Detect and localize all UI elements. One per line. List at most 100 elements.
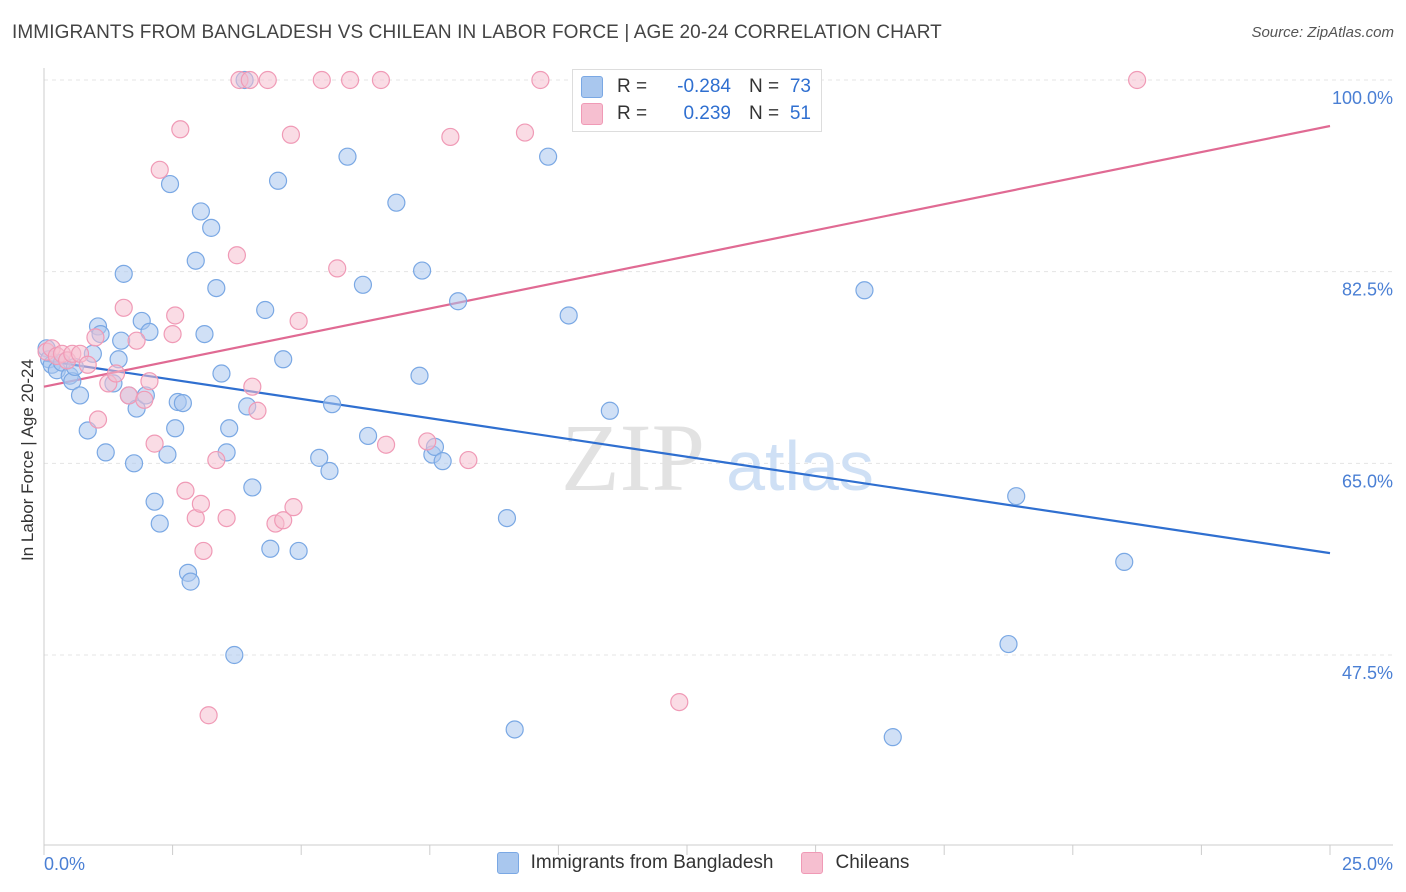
data-points xyxy=(37,70,1147,747)
legend-swatch-pink xyxy=(581,103,603,125)
point-bangladesh-25 xyxy=(158,445,177,464)
point-chileans-11 xyxy=(106,364,126,383)
point-bangladesh-45 xyxy=(261,539,280,558)
point-chileans-49 xyxy=(531,70,550,90)
x-tick-label-1: 25.0% xyxy=(1342,854,1393,874)
point-bangladesh-26 xyxy=(160,174,180,194)
trend-line-chileans xyxy=(43,124,1331,388)
legend-item-bangladesh: Immigrants from Bangladesh xyxy=(496,852,774,874)
point-bangladesh-51 xyxy=(322,395,342,414)
legend-swatch-blue xyxy=(581,76,603,98)
point-chileans-24 xyxy=(191,494,210,513)
legend-n-value-blue: 73 xyxy=(789,76,811,97)
point-chileans-12 xyxy=(114,298,133,317)
point-chileans-17 xyxy=(145,434,164,453)
point-bangladesh-64 xyxy=(539,147,558,166)
point-bangladesh-27 xyxy=(166,419,185,438)
point-chileans-15 xyxy=(135,390,154,409)
point-bangladesh-15 xyxy=(112,331,131,350)
grid-lines xyxy=(44,79,1393,656)
point-chileans-7 xyxy=(78,355,97,374)
legend-swatch-bangladesh xyxy=(496,852,519,874)
point-bangladesh-23 xyxy=(145,492,164,511)
y-tick-label-1: 65.0% xyxy=(1342,471,1393,491)
series-legend: Immigrants from Bangladesh Chileans xyxy=(0,852,1406,874)
y-tick-label-0: 47.5% xyxy=(1342,663,1393,683)
point-chileans-51 xyxy=(1127,70,1147,90)
legend-r-value-blue: -0.284 xyxy=(677,76,731,97)
point-bangladesh-35 xyxy=(202,218,221,237)
watermark-zip: ZIP xyxy=(561,404,705,511)
point-chileans-39 xyxy=(289,311,308,331)
point-bangladesh-61 xyxy=(448,292,468,311)
point-bangladesh-38 xyxy=(220,419,239,438)
point-chileans-32 xyxy=(243,377,262,396)
watermark: ZIP atlas xyxy=(561,404,874,511)
point-chileans-9 xyxy=(88,410,108,429)
point-chileans-25 xyxy=(194,541,213,561)
tick-labels: 47.5% 65.0% 82.5% 100.0% 0.0% 25.0% xyxy=(44,88,1393,874)
point-chileans-48 xyxy=(515,123,535,142)
chart-title: IMMIGRANTS FROM BANGLADESH VS CHILEAN IN… xyxy=(12,22,942,43)
point-bangladesh-52 xyxy=(338,147,357,166)
point-chileans-16 xyxy=(140,372,159,391)
point-bangladesh-65 xyxy=(559,306,578,325)
point-chileans-46 xyxy=(441,127,460,147)
point-chileans-45 xyxy=(418,432,437,451)
point-bangladesh-66 xyxy=(600,401,619,420)
point-bangladesh-32 xyxy=(186,251,205,270)
legend-row-pink: R = 0.239 N = 51 xyxy=(581,102,811,126)
y-tick-label-2: 82.5% xyxy=(1342,280,1393,300)
point-bangladesh-50 xyxy=(320,461,339,481)
legend-r-label: R = xyxy=(617,103,648,124)
legend-r-value-pink: 0.239 xyxy=(683,103,731,124)
point-bangladesh-57 xyxy=(412,261,432,280)
legend-n-label: N = xyxy=(749,103,780,124)
point-chileans-37 xyxy=(281,125,301,144)
point-chileans-38 xyxy=(284,498,303,517)
point-chileans-31 xyxy=(240,70,259,90)
point-chileans-28 xyxy=(217,508,236,528)
point-chileans-42 xyxy=(340,70,360,90)
point-bangladesh-67 xyxy=(855,281,874,300)
point-chileans-18 xyxy=(150,160,169,179)
x-tick-label-0: 0.0% xyxy=(44,854,85,874)
point-bangladesh-69 xyxy=(999,634,1018,654)
point-bangladesh-46 xyxy=(268,171,288,190)
point-chileans-29 xyxy=(227,246,246,265)
point-chileans-41 xyxy=(328,259,347,278)
point-bangladesh-55 xyxy=(387,193,406,212)
legend-item-chileans: Chileans xyxy=(801,852,909,874)
point-bangladesh-54 xyxy=(358,426,378,446)
point-bangladesh-36 xyxy=(207,278,226,298)
point-chileans-20 xyxy=(166,306,185,325)
point-bangladesh-71 xyxy=(1115,552,1134,572)
point-chileans-13 xyxy=(119,386,138,405)
stats-legend: R = -0.284 N = 73 R = 0.239 N = 51 xyxy=(572,69,822,132)
point-bangladesh-56 xyxy=(410,366,429,385)
point-chileans-33 xyxy=(248,401,267,420)
point-chileans-44 xyxy=(376,435,396,454)
point-bangladesh-33 xyxy=(191,202,210,221)
point-chileans-36 xyxy=(274,511,293,530)
point-bangladesh-49 xyxy=(310,448,329,467)
trend-line-bangladesh xyxy=(43,359,1331,555)
point-chileans-21 xyxy=(171,120,190,139)
point-chileans-14 xyxy=(127,331,146,350)
axes xyxy=(43,68,1393,855)
point-bangladesh-44 xyxy=(256,300,275,320)
y-axis-label: In Labor Force | Age 20-24 xyxy=(18,359,37,561)
y-tick-label-3: 100.0% xyxy=(1332,88,1393,108)
source-label: Source: ZipAtlas.com xyxy=(1251,24,1394,41)
point-chileans-43 xyxy=(371,70,391,90)
point-chileans-40 xyxy=(312,70,331,90)
legend-label-bangladesh: Immigrants from Bangladesh xyxy=(530,852,774,873)
point-bangladesh-70 xyxy=(1007,487,1026,506)
point-chileans-22 xyxy=(176,481,195,500)
point-bangladesh-53 xyxy=(353,275,373,294)
point-chileans-50 xyxy=(670,692,689,712)
point-bangladesh-29 xyxy=(173,393,192,413)
point-bangladesh-12 xyxy=(96,443,115,462)
point-bangladesh-7 xyxy=(70,386,90,405)
